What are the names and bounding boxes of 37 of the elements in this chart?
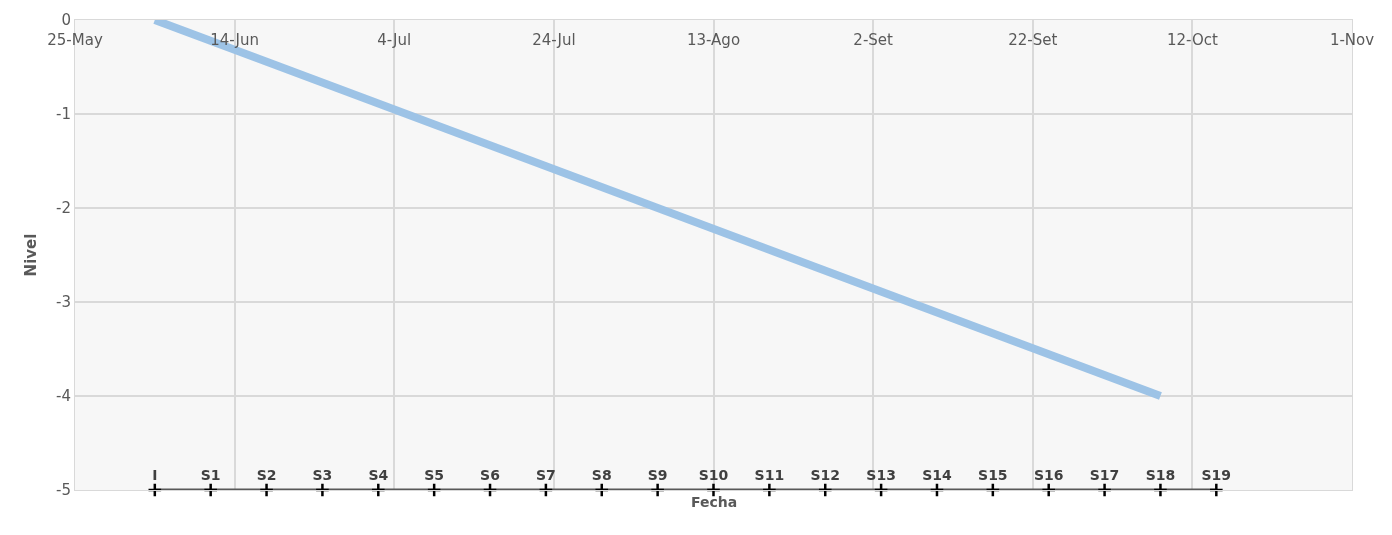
data-label: I [152, 466, 158, 483]
x-tick-label: 4-Jul [377, 31, 412, 49]
y-axis-title: Nivel [22, 233, 41, 277]
data-label: S5 [424, 466, 445, 483]
y-tick-label: 0 [61, 11, 71, 30]
x-tick-label: 13-Ago [686, 31, 741, 49]
y-tick-label: -3 [56, 293, 71, 312]
data-label: S4 [368, 466, 389, 483]
data-label: S9 [647, 466, 668, 483]
x-tick-label: 1-Nov [1329, 31, 1375, 49]
data-label: S15 [978, 466, 1008, 483]
data-label: S3 [312, 466, 333, 483]
y-tick-label: -2 [56, 199, 71, 218]
data-label: S14 [922, 466, 953, 483]
x-tick-label: 24-Jul [532, 31, 576, 49]
data-label: S7 [535, 466, 556, 483]
data-label: S16 [1033, 466, 1064, 483]
data-label: S2 [256, 466, 277, 483]
data-label: S6 [480, 466, 500, 483]
x-tick-label: 14-Jun [210, 31, 260, 49]
data-label: S12 [810, 466, 841, 483]
y-tick-label: -5 [56, 481, 71, 500]
x-axis-title: Fecha [691, 494, 738, 510]
x-tick-label: 22-Set [1008, 31, 1058, 49]
x-tick-label: 12-Oct [1166, 31, 1218, 49]
y-tick-label: -4 [56, 387, 71, 406]
data-label: S11 [754, 466, 785, 483]
data-label: S10 [698, 466, 729, 483]
data-label: S18 [1145, 466, 1176, 483]
y-tick-label: -1 [56, 105, 71, 124]
data-label: S8 [591, 466, 612, 483]
data-label: S17 [1089, 466, 1120, 483]
data-label: S19 [1201, 466, 1232, 483]
x-tick-label: 25-May [47, 31, 103, 49]
data-label: S13 [866, 466, 896, 483]
x-tick-label: 2-Set [853, 31, 894, 49]
data-label: S1 [200, 466, 221, 483]
